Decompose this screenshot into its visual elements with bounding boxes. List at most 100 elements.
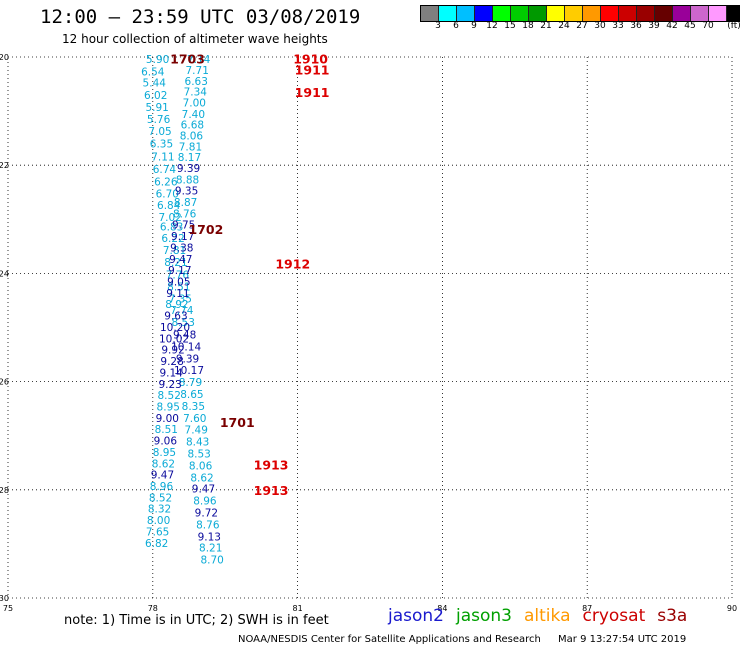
color-swatch xyxy=(691,6,709,21)
wave-height-value: 8.51 xyxy=(167,281,190,293)
color-scale-label: 6 xyxy=(453,21,459,31)
wave-height-value: 8.43 xyxy=(186,437,209,449)
pass-time-label: 1913 xyxy=(254,457,289,472)
pass-time-label: 1702 xyxy=(188,222,223,237)
y-tick-label: -30 xyxy=(0,594,9,603)
wave-height-value: 8.06 xyxy=(189,460,213,472)
wave-height-value: 9.39 xyxy=(176,353,199,365)
wave-height-value: 9.39 xyxy=(177,163,200,175)
page-subtitle: 12 hour collection of altimeter wave hei… xyxy=(62,32,328,46)
wave-height-value: 7.65 xyxy=(146,526,169,538)
wave-height-value: 5.91 xyxy=(145,102,168,114)
wave-height-value: 10.20 xyxy=(160,322,190,334)
credit-line: NOAA/NESDIS Center for Satellite Applica… xyxy=(238,634,686,645)
color-scale-label: 42 xyxy=(666,21,678,31)
wave-height-value: 7.60 xyxy=(183,413,206,425)
x-tick-label: 90 xyxy=(727,604,737,613)
wave-height-value: 8.95 xyxy=(157,401,180,413)
color-scale-label: 39 xyxy=(648,21,660,31)
color-swatch xyxy=(709,6,727,21)
x-tick-label: 84 xyxy=(437,604,447,613)
color-swatch xyxy=(493,6,511,21)
y-tick-label: -20 xyxy=(0,53,9,62)
satellite-legend: jason2 jason3 altika cryosat s3a xyxy=(388,606,699,626)
wave-height-value: 5.90 xyxy=(146,54,169,66)
color-scale-label: 30 xyxy=(594,21,606,31)
wave-height-value: 6.26 xyxy=(154,176,178,188)
wave-height-value: 6.35 xyxy=(150,139,173,151)
wave-height-value: 8.65 xyxy=(180,389,203,401)
wave-height-value: 7.14 xyxy=(187,54,211,66)
wave-height-value: 8.62 xyxy=(190,472,213,484)
wave-height-value: 7.34 xyxy=(184,87,208,99)
wave-height-value: 6.82 xyxy=(145,538,168,550)
wave-height-value: 7.35 xyxy=(169,293,192,305)
color-swatch xyxy=(655,6,673,21)
wave-height-value: 9.92 xyxy=(161,345,184,357)
wave-height-value: 9.47 xyxy=(151,470,174,482)
wave-height-value: 8.35 xyxy=(182,401,205,413)
legend-entry: jason2 xyxy=(388,606,444,626)
wave-height-value: 9.00 xyxy=(156,413,179,425)
color-scale-label: (ft) xyxy=(727,21,740,31)
color-scale-labels: 3 6 9 12 15 18 21 24 27 30 33 36 39 42 45 70 (ft) xyxy=(420,21,740,35)
y-tick-label: -24 xyxy=(0,269,9,278)
color-swatch xyxy=(475,6,493,21)
wave-height-value: 8.51 xyxy=(155,424,178,436)
wave-height-value: 9.35 xyxy=(175,186,198,198)
credit-text: NOAA/NESDIS Center for Satellite Applica… xyxy=(238,634,541,645)
color-scale-label: 33 xyxy=(612,21,624,31)
wave-height-value: 8.88 xyxy=(176,174,199,186)
wave-height-value: 7.81 xyxy=(163,245,186,257)
wave-height-value: 8.17 xyxy=(178,152,201,164)
color-scale-label: 70 xyxy=(702,21,714,31)
wave-height-value: 5.76 xyxy=(147,114,171,126)
legend-entry: jason3 xyxy=(456,606,512,626)
page-title: 12:00 — 23:59 UTC 03/08/2019 xyxy=(40,6,361,28)
wave-height-value: 9.17 xyxy=(168,265,191,277)
wave-height-value: 8.32 xyxy=(148,504,171,516)
wave-height-value: 6.70 xyxy=(156,188,179,200)
wave-height-value: 10.02 xyxy=(159,333,189,345)
color-scale-bar xyxy=(420,5,740,22)
y-tick-label: -22 xyxy=(0,161,9,170)
map-frame xyxy=(7,56,733,599)
wave-height-value: 6.22 xyxy=(161,233,184,245)
footer-note: note: 1) Time is in UTC; 2) SWH is in fe… xyxy=(64,613,329,628)
wave-height-value: 6.68 xyxy=(181,120,204,132)
x-tick-label: 87 xyxy=(582,604,592,613)
wave-height-value: 9.48 xyxy=(173,330,196,342)
wave-height-value: 8.53 xyxy=(172,317,195,329)
wave-height-value: 8.79 xyxy=(179,377,202,389)
wave-height-value: 8.92 xyxy=(165,299,188,311)
wave-height-value: 7.05 xyxy=(148,126,171,138)
color-swatch xyxy=(565,6,583,21)
wave-height-value: 9.63 xyxy=(164,311,187,323)
x-tick-label: 75 xyxy=(3,604,13,613)
color-swatch xyxy=(637,6,655,21)
wave-height-value: 8.06 xyxy=(180,130,204,142)
wave-height-value: 9.28 xyxy=(160,356,183,368)
color-swatch xyxy=(547,6,565,21)
wave-height-value: 9.11 xyxy=(166,288,189,300)
color-swatch xyxy=(421,6,439,21)
wave-height-value: 8.96 xyxy=(150,481,174,493)
pass-time-label: 1911 xyxy=(295,62,330,77)
wave-height-value: 6.83 xyxy=(160,221,183,233)
wave-height-value: 8.53 xyxy=(187,449,210,461)
color-scale-label: 45 xyxy=(684,21,696,31)
wave-height-value: 8.21 xyxy=(164,257,187,269)
wave-height-value: 7.40 xyxy=(182,109,205,121)
color-swatch xyxy=(673,6,691,21)
wave-height-value: 6.74 xyxy=(153,164,177,176)
color-scale-label: 15 xyxy=(504,21,516,31)
wave-height-value: 9.17 xyxy=(171,231,194,243)
wave-height-value: 6.02 xyxy=(144,90,167,102)
color-swatch xyxy=(457,6,475,21)
wave-height-value: 8.00 xyxy=(147,515,170,527)
legend-entry: cryosat xyxy=(582,606,646,626)
wave-height-value: 9.47 xyxy=(192,484,215,496)
pass-time-label: 1701 xyxy=(220,415,255,430)
pass-time-label: 1910 xyxy=(293,52,328,67)
wave-height-value: 9.75 xyxy=(172,220,195,232)
